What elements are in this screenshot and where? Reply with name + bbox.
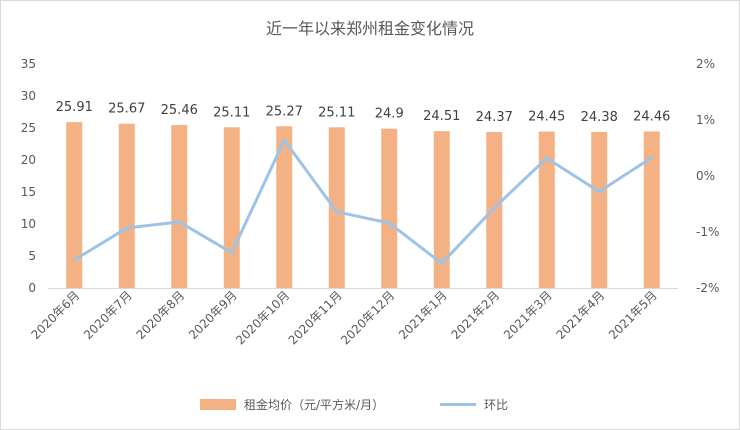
bar-data-label: 25.11 xyxy=(318,105,355,120)
right-axis-tick-label: -1% xyxy=(696,225,719,239)
bar xyxy=(171,125,188,288)
line-point xyxy=(125,226,129,230)
bar-data-label: 24.45 xyxy=(528,110,565,125)
bar-data-label: 24.46 xyxy=(633,109,670,124)
x-axis-tick-label: 2020年9月 xyxy=(186,288,240,342)
bar xyxy=(66,122,83,289)
bar xyxy=(118,123,135,288)
x-axis-tick-label: 2020年6月 xyxy=(28,288,82,342)
chart-title: 近一年以来郑州租金变化情况 xyxy=(266,19,474,38)
line-point xyxy=(545,156,549,160)
bar-data-label: 24.37 xyxy=(476,110,513,125)
line-point xyxy=(177,220,181,224)
left-axis-tick-label: 20 xyxy=(21,153,36,167)
line-point xyxy=(597,190,601,194)
bar-data-label: 24.38 xyxy=(581,110,618,125)
x-axis: 2020年6月2020年7月2020年8月2020年9月2020年10月2020… xyxy=(28,288,678,347)
bar xyxy=(381,128,398,288)
right-axis: -2% -1% 0% 1% 2% xyxy=(696,57,719,295)
bar-data-label: 25.46 xyxy=(161,103,198,118)
right-axis-tick-label: 0% xyxy=(696,169,715,183)
x-axis-tick-label: 2021年1月 xyxy=(396,288,450,342)
line-point xyxy=(72,258,76,262)
left-axis-tick-label: 30 xyxy=(21,89,36,103)
x-axis-tick-label: 2021年2月 xyxy=(448,288,502,342)
line-point xyxy=(492,206,496,210)
bar-data-label: 24.51 xyxy=(423,109,460,124)
legend-label-line: 环比 xyxy=(484,398,508,412)
x-axis-tick-label: 2021年3月 xyxy=(501,288,555,342)
bar-data-label: 24.9 xyxy=(375,107,404,122)
x-axis-tick-label: 2020年11月 xyxy=(286,288,345,347)
line-point xyxy=(230,251,234,255)
left-axis-tick-label: 5 xyxy=(28,249,36,263)
x-axis-tick-label: 2020年10月 xyxy=(233,288,292,347)
bar-data-label: 25.67 xyxy=(108,102,145,117)
x-axis-tick-label: 2021年5月 xyxy=(606,288,660,342)
left-axis: 0 5 10 15 20 25 30 35 xyxy=(21,57,36,295)
line-series xyxy=(72,138,654,265)
legend-swatch-bar xyxy=(200,399,236,410)
bar-data-labels: 25.91 25.67 25.46 25.11 25.27 25.11 24.9 24.51 2… xyxy=(56,100,671,125)
bar xyxy=(328,127,345,289)
line-point xyxy=(335,210,339,214)
bar xyxy=(591,131,608,288)
legend: 租金均价（元/平方米/月） 环比 xyxy=(200,397,508,412)
left-axis-tick-label: 10 xyxy=(21,217,36,231)
right-axis-tick-label: 1% xyxy=(696,113,715,127)
bar-data-label: 25.27 xyxy=(266,104,303,119)
legend-label-bar: 租金均价（元/平方米/月） xyxy=(244,397,384,412)
bar xyxy=(643,131,660,288)
left-axis-tick-label: 25 xyxy=(21,121,36,135)
bar xyxy=(538,131,555,288)
left-axis-tick-label: 35 xyxy=(21,57,36,71)
line-point xyxy=(440,261,444,265)
left-axis-tick-label: 0 xyxy=(28,281,36,295)
bar-data-label: 25.11 xyxy=(213,105,250,120)
right-axis-tick-label: 2% xyxy=(696,57,715,71)
line-point xyxy=(650,156,654,160)
x-axis-tick-label: 2021年4月 xyxy=(553,288,607,342)
bar xyxy=(433,131,450,288)
bar xyxy=(276,126,293,288)
line-point xyxy=(282,138,286,142)
x-axis-tick-label: 2020年8月 xyxy=(133,288,187,342)
right-axis-tick-label: -2% xyxy=(696,281,719,295)
x-axis-tick-label: 2020年7月 xyxy=(81,288,135,342)
bar-series xyxy=(66,122,660,289)
line-point xyxy=(387,221,391,225)
left-axis-tick-label: 15 xyxy=(21,185,36,199)
bar xyxy=(223,127,240,289)
line-path xyxy=(72,138,654,265)
x-axis-tick-label: 2020年12月 xyxy=(338,288,397,347)
bar-data-label: 25.91 xyxy=(56,100,93,115)
